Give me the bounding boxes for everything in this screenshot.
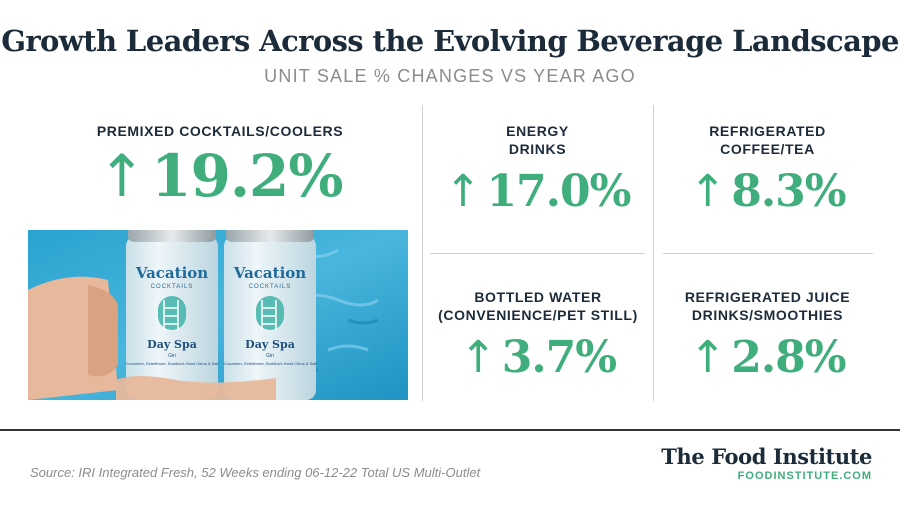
divider-horizontal-1 bbox=[430, 253, 645, 254]
refrigerated-juice-label: REFRIGERATED JUICE DRINKS/SMOOTHIES bbox=[684, 289, 851, 323]
up-arrow-icon: ↑ bbox=[689, 166, 726, 217]
energy-drinks-value: ↑ 17.0% bbox=[425, 166, 650, 217]
source-note: Source: IRI Integrated Fresh, 52 Weeks e… bbox=[30, 465, 481, 480]
energy-drinks-label: ENERGY DRINKS bbox=[506, 123, 569, 157]
bottled-water-value: ↑ 3.7% bbox=[428, 332, 648, 383]
can-ingredients-1: Cucumber, Elderflower, Buddha's Hand Cit… bbox=[125, 361, 219, 366]
refrigerated-juice-value: ↑ 2.8% bbox=[660, 332, 875, 383]
divider-horizontal-2 bbox=[663, 253, 873, 254]
page-subtitle: UNIT SALE % CHANGES VS YEAR AGO bbox=[264, 66, 636, 86]
refrigerated-coffee-tea-value: ↑ 8.3% bbox=[660, 166, 875, 217]
bottled-water-percent: 3.7% bbox=[501, 332, 617, 383]
can-brand-1: Vacation bbox=[135, 264, 208, 282]
brand-url[interactable]: FOODINSTITUTE.COM bbox=[737, 470, 872, 482]
premixed-cocktails-percent: 19.2% bbox=[151, 142, 343, 210]
divider-vertical-middle bbox=[653, 105, 654, 401]
can-brand-sub-2: COCKTAILS bbox=[249, 284, 292, 290]
energy-drinks-percent: 17.0% bbox=[486, 166, 631, 217]
refrigerated-coffee-tea-label: REFRIGERATED COFFEE/TEA bbox=[709, 123, 826, 157]
refrigerated-coffee-tea-percent: 8.3% bbox=[731, 166, 846, 217]
bottled-water-label: BOTTLED WATER (CONVENIENCE/PET STILL) bbox=[438, 289, 638, 323]
can-product-1: Day Spa bbox=[147, 338, 197, 351]
premixed-cocktails-label: PREMIXED COCKTAILS/COOLERS bbox=[96, 123, 344, 139]
up-arrow-icon: ↑ bbox=[459, 332, 497, 383]
product-photo: Vacation COCKTAILS Day Spa Gin Cucumber,… bbox=[28, 230, 408, 400]
brand-logo-text: The Food Institute bbox=[661, 444, 872, 469]
up-arrow-icon: ↑ bbox=[97, 142, 147, 210]
can-brand-sub-1: COCKTAILS bbox=[151, 284, 194, 290]
footer-divider bbox=[0, 429, 900, 431]
up-arrow-icon: ↑ bbox=[444, 166, 482, 217]
can-ingredients-2: Cucumber, Elderflower, Buddha's Hand Cit… bbox=[223, 361, 317, 366]
can-product-sub-1: Gin bbox=[168, 353, 176, 359]
divider-vertical-left bbox=[422, 105, 423, 401]
premixed-cocktails-value: ↑ 19.2% bbox=[30, 142, 410, 210]
refrigerated-juice-percent: 2.8% bbox=[731, 332, 846, 383]
cocktail-cans-image: Vacation COCKTAILS Day Spa Gin Cucumber,… bbox=[28, 230, 408, 400]
page-title: Growth Leaders Across the Evolving Bever… bbox=[1, 24, 899, 58]
up-arrow-icon: ↑ bbox=[689, 332, 726, 383]
can-product-2: Day Spa bbox=[245, 338, 295, 351]
can-brand-2: Vacation bbox=[233, 264, 306, 282]
can-product-sub-2: Gin bbox=[266, 353, 274, 359]
